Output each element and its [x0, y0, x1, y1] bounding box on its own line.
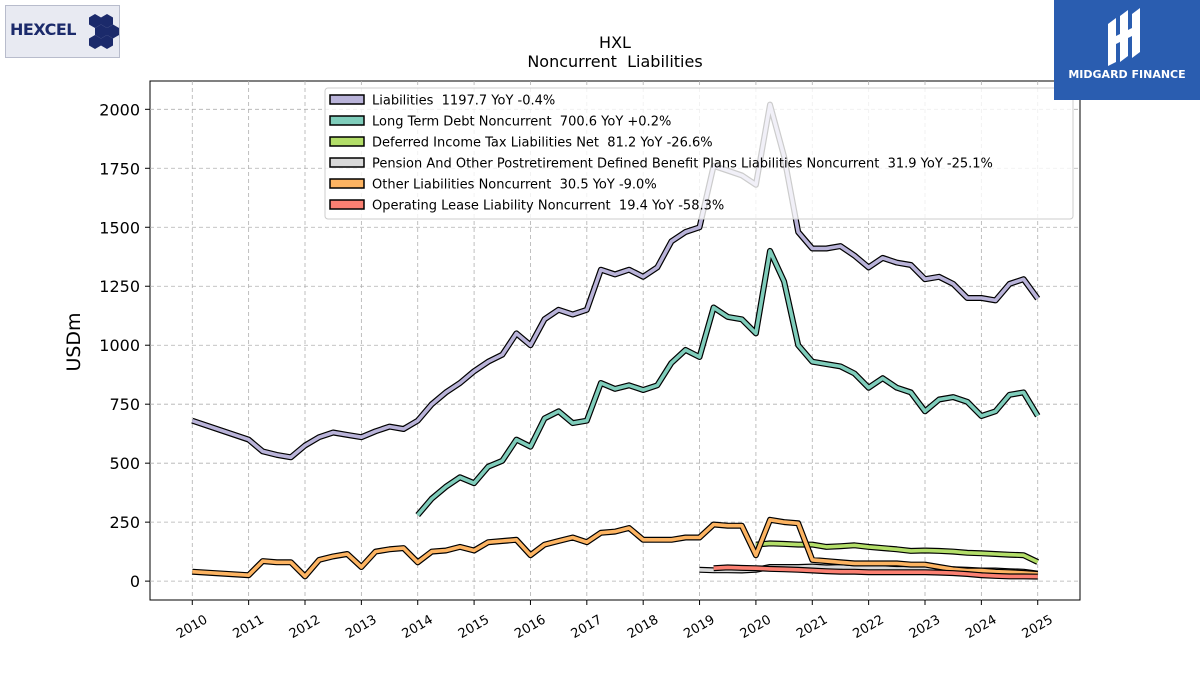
- series-line-5: [192, 516, 1038, 580]
- series-line: [755, 541, 1039, 564]
- y-tick-label: 1750: [99, 159, 140, 178]
- midgard-m-icon: [1108, 8, 1140, 66]
- x-tick-label: 2012: [287, 612, 323, 642]
- y-tick-label: 0: [130, 572, 140, 591]
- y-tick-label: 2000: [99, 100, 140, 119]
- x-tick-label: 2014: [400, 612, 436, 642]
- x-tick-label: 2021: [794, 612, 830, 642]
- series-line-1: [191, 101, 1041, 461]
- series-line-2: [415, 247, 1041, 518]
- legend-swatch: [329, 157, 365, 168]
- x-tick-label: 2015: [456, 612, 492, 642]
- x-tick-label: 2013: [343, 612, 379, 642]
- series-line: [416, 249, 1040, 517]
- series-line-6: [713, 564, 1038, 580]
- y-tick-label: 1000: [99, 336, 140, 355]
- legend-swatch: [329, 94, 365, 105]
- y-tick-label: 250: [109, 513, 140, 532]
- x-tick-label: 2017: [569, 612, 605, 642]
- legend-label: Liabilities 1197.7 YoY -0.4%: [372, 94, 555, 109]
- hexcel-logo: HEXCEL: [5, 5, 120, 58]
- x-tick-label: 2010: [174, 612, 210, 642]
- legend-label: Other Liabilities Noncurrent 30.5 YoY -9…: [372, 178, 657, 193]
- x-tick-label: 2018: [625, 612, 661, 642]
- y-tick-label: 1250: [99, 277, 140, 296]
- y-tick-label: 500: [109, 454, 140, 473]
- x-tick-label: 2022: [850, 612, 886, 642]
- x-tick-label: 2020: [738, 612, 774, 642]
- legend: Liabilities 1197.7 YoY -0.4% Long Term De…: [324, 87, 1074, 220]
- midgard-finance-logo: MIDGARD FINANCE: [1054, 0, 1200, 100]
- legend-label: Pension And Other Postretirement Defined…: [372, 157, 993, 172]
- hexagon-cluster-icon: [89, 14, 119, 49]
- legend-label: Deferred Income Tax Liabilities Net 81.2…: [372, 136, 713, 151]
- series-line: [192, 517, 1038, 579]
- x-tick-label: 2023: [907, 612, 943, 642]
- x-tick-label: 2019: [681, 612, 717, 642]
- x-tick-label: 2025: [1020, 612, 1056, 642]
- legend-label: Long Term Debt Noncurrent 700.6 YoY +0.2…: [372, 115, 671, 130]
- series-line: [191, 102, 1040, 460]
- legend-label: Operating Lease Liability Noncurrent 19.…: [372, 199, 724, 214]
- legend-swatch: [329, 115, 365, 126]
- legend-frame: [324, 87, 1074, 220]
- midgard-finance-text: MIDGARD FINANCE: [1068, 68, 1186, 81]
- y-tick-label: 1500: [99, 218, 140, 237]
- series-layer: [191, 101, 1041, 580]
- chart-subtitle: Noncurrent Liabilities: [527, 52, 702, 71]
- series-line-3: [755, 540, 1040, 565]
- legend-swatch: [329, 178, 365, 189]
- y-tick-label: 750: [109, 395, 140, 414]
- hexcel-logo-text: HEXCEL: [10, 20, 76, 39]
- x-tick-label: 2024: [963, 612, 999, 642]
- legend-swatch: [329, 136, 365, 147]
- legend-swatch: [329, 199, 365, 210]
- series-line: [713, 565, 1038, 579]
- x-tick-label: 2016: [512, 612, 548, 642]
- chart-title: HXL: [599, 33, 631, 52]
- x-tick-label: 2011: [230, 612, 266, 642]
- y-axis-label: USDm: [63, 312, 85, 371]
